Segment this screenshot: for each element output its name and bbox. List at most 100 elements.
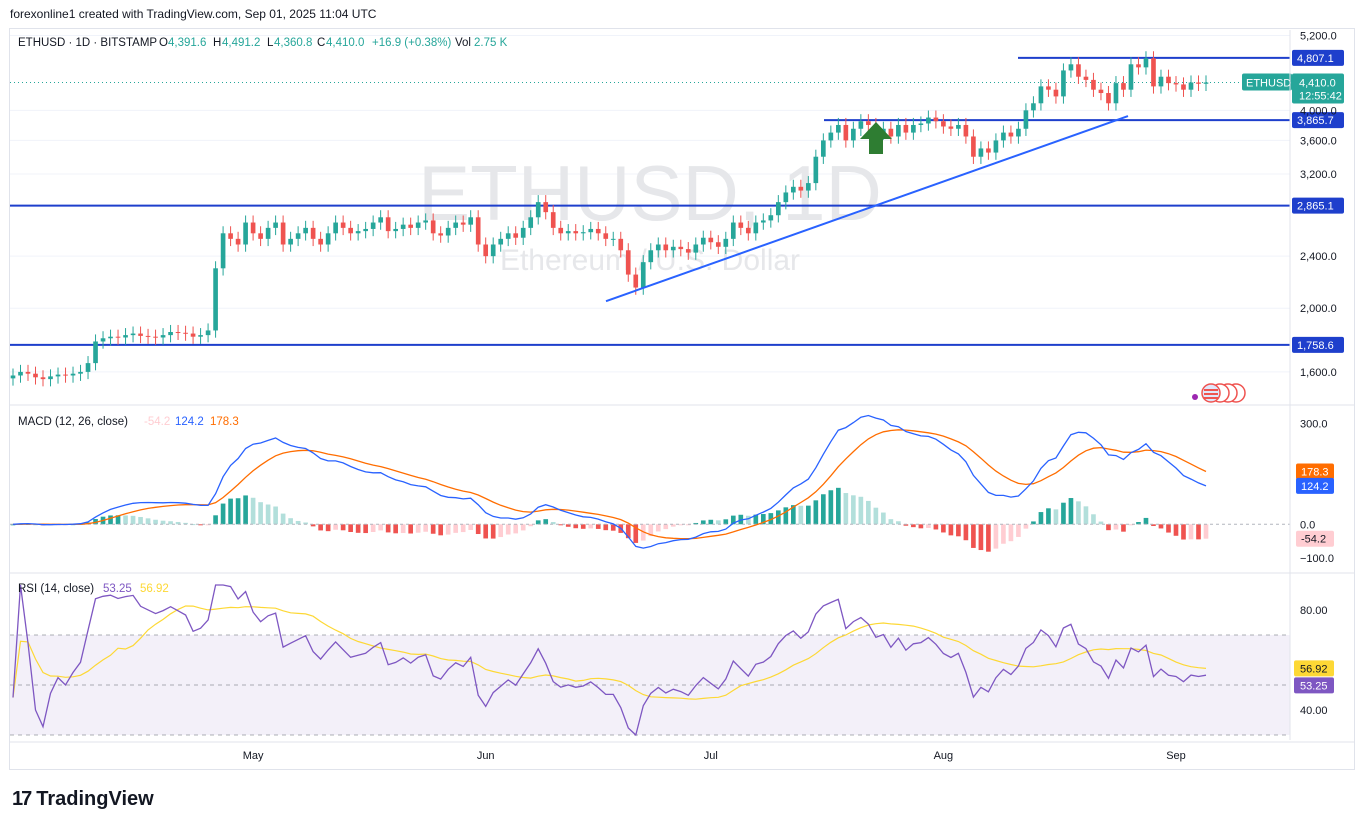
candle-body — [220, 233, 226, 269]
macd-histogram-bar — [565, 524, 571, 527]
macd-histogram-bar — [438, 524, 444, 536]
rsi-value-tag-label: 53.25 — [1300, 680, 1328, 692]
tradingview-logo[interactable]: 17 TradingView — [12, 788, 154, 811]
rsi-ma-tag — [1294, 660, 1334, 677]
legend-o-label: O — [159, 37, 168, 49]
macd-histogram-bar — [881, 512, 886, 525]
horizontal-levels[interactable]: 4,807.1 3,865.7 2,865.1 1,758.6 ETHUSD 4,410.… — [10, 49, 1344, 353]
macd-histogram-bar — [828, 490, 834, 525]
macd-histogram-bar — [948, 524, 954, 536]
candle-body — [498, 238, 504, 245]
ascending-trendline — [605, 115, 1129, 303]
candle-body — [130, 333, 136, 336]
macd-histogram-bar — [333, 524, 338, 530]
macd-histogram-bar — [123, 515, 128, 525]
candle-body — [753, 222, 759, 234]
macd-histogram-bar — [1091, 514, 1096, 525]
candle-body — [896, 124, 901, 137]
macd-histogram-bar — [1136, 522, 1141, 525]
macd-histogram-bar — [108, 515, 113, 525]
candle-body — [678, 246, 684, 250]
macd-histogram-bar — [1046, 508, 1051, 525]
candle-body — [610, 238, 616, 240]
macd-hist-tag — [1296, 530, 1334, 547]
macd-histogram-bar — [760, 514, 766, 525]
candle-body — [941, 121, 946, 127]
time-tick-label: Sep — [1166, 750, 1186, 762]
candle-body — [85, 363, 91, 372]
candle-body — [63, 374, 68, 376]
macd-histogram-bar — [145, 518, 151, 525]
candle-body — [138, 333, 143, 336]
macd-signal-line — [12, 429, 1207, 540]
macd-histogram-bar — [1128, 524, 1134, 526]
trendlines[interactable] — [605, 115, 1129, 303]
candle-body — [700, 237, 706, 245]
time-tick-label: Aug — [934, 750, 954, 762]
candle-body — [1143, 58, 1149, 68]
macd-histogram-bar — [633, 524, 639, 543]
candle-body — [543, 202, 549, 213]
macd-pane: 300.0 0.0 −100.0 178.3 124.2 -54.2 — [10, 414, 1334, 565]
candle-body — [48, 376, 53, 380]
events-flag-icon[interactable] — [1192, 383, 1246, 403]
candle-body — [625, 250, 631, 275]
candle-body — [836, 124, 841, 133]
macd-histogram-bar — [340, 524, 346, 531]
candle-body — [1196, 82, 1201, 84]
candle-body — [791, 186, 796, 193]
tradingview-logo-mark: 17 — [12, 788, 32, 810]
macd-line — [12, 414, 1207, 549]
candle-body — [633, 274, 639, 288]
candle-body — [588, 228, 594, 233]
macd-histogram-bar — [1166, 524, 1171, 533]
macd-histogram-bar — [610, 524, 616, 531]
candle-body — [1023, 110, 1029, 129]
candle-body — [1113, 83, 1119, 104]
candle-body — [685, 249, 691, 253]
candle-body — [483, 244, 489, 257]
price-level-label: 4,807.1 — [1297, 53, 1334, 65]
macd-histogram-bar — [325, 524, 331, 532]
macd-histogram-bar — [933, 524, 939, 530]
candle-body — [775, 202, 781, 216]
candle-body — [933, 117, 939, 122]
candle-body — [40, 377, 46, 380]
macd-histogram-bar — [273, 506, 278, 525]
time-tick-label: Jun — [477, 750, 495, 762]
macd-histogram-bar — [1196, 524, 1201, 540]
candle-body — [670, 246, 676, 251]
candle-body — [1061, 70, 1066, 97]
macd-tick-label: 300.0 — [1300, 418, 1328, 430]
candle-body — [1046, 86, 1051, 90]
up-arrow-icon[interactable] — [860, 122, 892, 154]
macd-histogram-bar — [310, 524, 316, 527]
price-axis[interactable]: 5,200.0 4,000.0 3,600.0 3,200.0 2,400.0 2,000… — [1289, 30, 1337, 740]
candle-body — [183, 332, 188, 334]
candle-body — [100, 338, 106, 342]
macd-histogram-bar — [768, 513, 774, 525]
time-axis[interactable]: May Jun Jul Aug Sep — [10, 741, 1354, 762]
candle-body — [663, 244, 669, 251]
macd-histogram-bar — [1068, 498, 1074, 525]
candles — [10, 51, 1209, 387]
macd-histogram-bar — [1203, 524, 1209, 539]
macd-histogram-bar — [723, 519, 729, 525]
candle-body — [1151, 58, 1156, 87]
price-level-tag — [1292, 197, 1344, 214]
candle-body — [408, 224, 413, 228]
macd-histogram-bar — [355, 524, 361, 533]
macd-histogram-bar — [670, 524, 676, 527]
candle-body — [190, 333, 196, 337]
macd-histogram-bar — [926, 524, 931, 528]
macd-histogram-bar — [775, 510, 781, 525]
candle-body — [430, 220, 436, 234]
candle-body — [385, 217, 391, 232]
macd-histogram-bar — [1061, 502, 1066, 525]
created-by-line: forexonline1 created with TradingView.co… — [10, 7, 377, 21]
candle-body — [93, 341, 98, 364]
macd-histogram-bar — [93, 519, 98, 525]
macd-legend-signal: 178.3 — [210, 416, 239, 428]
candle-body — [243, 222, 248, 245]
